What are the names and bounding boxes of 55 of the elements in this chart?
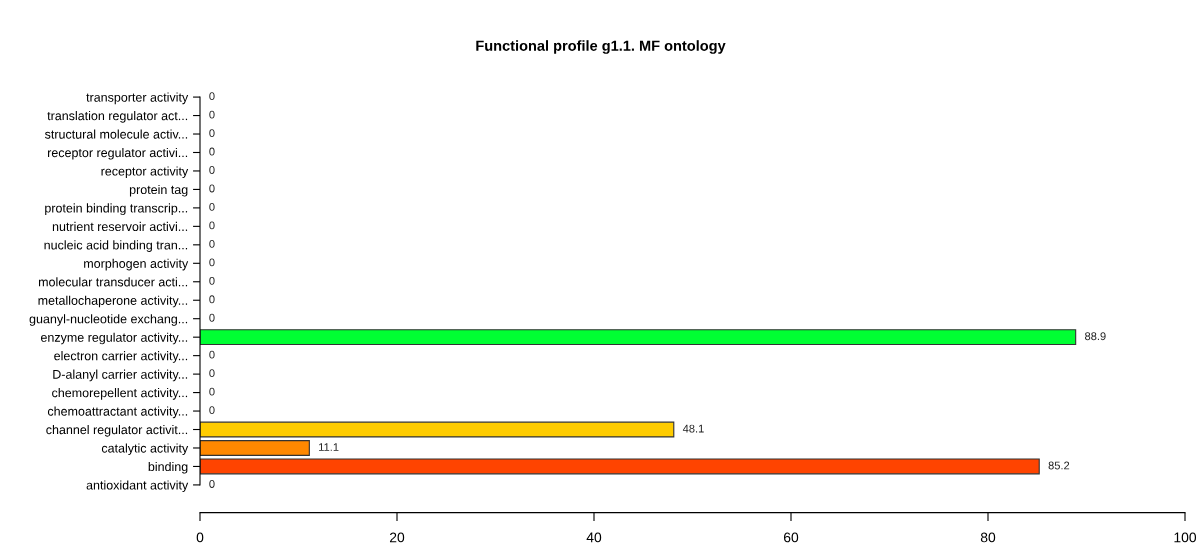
y-tick-label: metallochaperone activity...: [38, 295, 188, 308]
y-tick-label: electron carrier activity...: [54, 351, 188, 363]
data-label: 0: [209, 239, 215, 248]
y-tick-label: nucleic acid binding tran...: [44, 240, 188, 252]
x-tick-label: 60: [783, 532, 799, 543]
y-tick-label: protein tag: [129, 184, 188, 197]
y-tick-label: chemorepellent activity...: [52, 388, 188, 400]
data-label: 0: [209, 369, 215, 378]
data-label: 0: [209, 221, 215, 230]
y-tick-label: receptor regulator activi...: [48, 147, 188, 160]
data-label: 0: [209, 295, 215, 304]
data-label: 0: [209, 276, 215, 285]
y-tick-label: chemoattractant activity...: [47, 406, 188, 419]
chart-title: Functional profile g1.1. MF ontology: [476, 40, 726, 54]
data-label: 11.1: [319, 443, 339, 451]
data-label: 0: [209, 258, 215, 267]
data-label: 0: [209, 92, 215, 101]
y-tick-label: protein binding transcrip...: [45, 203, 188, 216]
y-tick-label: enzyme regulator activity...: [40, 332, 188, 345]
data-label: 0: [209, 203, 215, 211]
y-tick-label: morphogen activity: [84, 258, 189, 271]
y-tick-label: channel regulator activit...: [46, 424, 188, 437]
data-label: 0: [209, 110, 215, 119]
x-tick-label: 40: [586, 532, 602, 543]
bar: [200, 421, 675, 438]
data-label: 0: [209, 166, 215, 174]
x-tick-label: 0: [196, 532, 204, 543]
y-tick-label: antioxidant activity: [86, 480, 189, 493]
y-tick-label: catalytic activity: [101, 443, 189, 456]
data-label: 0: [209, 184, 215, 193]
bar: [200, 329, 1077, 346]
y-tick-label: structural molecule activ...: [44, 129, 188, 139]
data-label: 0: [209, 406, 215, 415]
data-label: 0: [209, 147, 215, 156]
y-tick-label: translation regulator act...: [47, 111, 188, 123]
x-tick-label: 100: [1174, 532, 1197, 543]
data-label: 0: [209, 387, 215, 396]
data-label: 0: [209, 480, 215, 488]
x-tick-label: 20: [389, 532, 405, 543]
y-tick-label: receptor activity: [101, 166, 189, 179]
bar: [200, 458, 1040, 475]
y-tick-label: guanyl-nucleotide exchang...: [29, 314, 188, 326]
y-tick-label: nutrient reservoir activi...: [52, 221, 188, 232]
y-tick-label: molecular transducer acti...: [38, 277, 188, 287]
y-tick-label: transporter activity: [86, 92, 189, 105]
x-tick-label: 80: [980, 532, 996, 543]
bar: [200, 440, 310, 456]
y-tick-label: D-alanyl carrier activity...: [53, 369, 188, 382]
data-label: 0: [209, 313, 215, 322]
data-label: 85.2: [1048, 461, 1070, 470]
data-label: 0: [209, 129, 215, 137]
y-tick-label: binding: [148, 461, 188, 474]
data-label: 48.1: [682, 424, 704, 433]
data-label: 88.9: [1085, 332, 1106, 341]
data-label: 0: [209, 350, 215, 359]
